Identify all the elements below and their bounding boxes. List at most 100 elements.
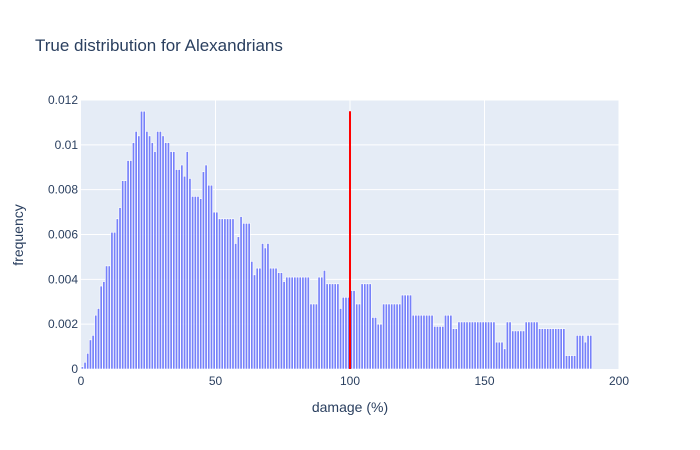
- histogram-bar: [285, 276, 289, 370]
- x-tick-label: 100: [340, 374, 360, 388]
- histogram-bar: [462, 321, 466, 370]
- histogram-bar: [573, 355, 577, 370]
- histogram-bar: [296, 276, 299, 370]
- y-axis-ticks: 0 0.002 0.004 0.006 0.008 0.01 0.012: [48, 93, 78, 376]
- histogram-bar: [390, 303, 394, 370]
- histogram-bar: [161, 135, 165, 370]
- histogram-bar: [489, 321, 493, 370]
- histogram-bar: [88, 339, 92, 370]
- x-tick-label: 50: [209, 374, 223, 388]
- histogram-bar: [575, 335, 579, 370]
- histogram-bar: [339, 308, 343, 370]
- histogram-bar: [535, 321, 539, 370]
- histogram-bar: [484, 321, 488, 370]
- histogram-bar: [105, 265, 109, 370]
- histogram-bar: [401, 294, 404, 370]
- histogram-bar: [441, 326, 445, 370]
- histogram-bar: [465, 321, 469, 370]
- histogram-bar: [199, 198, 203, 370]
- histogram-bar: [164, 142, 168, 370]
- histogram-bar: [113, 231, 117, 370]
- histogram-bar: [495, 341, 499, 370]
- histogram-bar: [371, 317, 375, 370]
- histogram-bar: [425, 314, 429, 370]
- histogram-bar: [132, 142, 135, 370]
- histogram-bar: [562, 328, 566, 370]
- y-tick-label: 0.012: [48, 93, 78, 107]
- histogram-bar: [261, 243, 265, 370]
- histogram-bar: [110, 231, 114, 370]
- histogram-bar: [293, 276, 297, 370]
- histogram-bar: [368, 283, 372, 370]
- histogram-bar: [80, 366, 84, 370]
- histogram-bar: [384, 303, 388, 370]
- histogram-bar: [414, 314, 418, 370]
- histogram-bar: [376, 323, 380, 370]
- histogram-bar: [409, 294, 412, 370]
- y-tick-label: 0: [71, 362, 78, 376]
- histogram-bar: [479, 321, 482, 370]
- histogram-bar: [422, 314, 426, 370]
- histogram-bar: [282, 281, 286, 370]
- histogram-bar: [255, 267, 259, 370]
- histogram-bar: [91, 335, 95, 370]
- histogram-bar: [427, 314, 431, 370]
- histogram-bar: [554, 328, 558, 370]
- histogram-bar: [468, 321, 472, 370]
- histogram-bar: [532, 321, 536, 370]
- histogram-bar: [357, 303, 361, 370]
- histogram-bar: [180, 164, 184, 370]
- histogram-bar: [452, 328, 456, 370]
- histogram-bar: [218, 218, 221, 370]
- histogram-bar: [341, 296, 345, 370]
- y-axis-label: frequency: [10, 204, 26, 265]
- histogram-bar: [263, 247, 267, 370]
- histogram-bar: [306, 276, 310, 370]
- histogram-bar: [392, 303, 396, 370]
- histogram-bar: [153, 151, 157, 370]
- histogram-bar: [274, 267, 278, 370]
- histogram-bar: [239, 216, 243, 370]
- histogram-bar: [220, 218, 224, 370]
- histogram-bar: [527, 321, 531, 370]
- histogram-bar: [140, 110, 143, 370]
- histogram-bar: [298, 276, 302, 370]
- histogram-bar: [201, 171, 205, 370]
- histogram-bar: [578, 335, 582, 370]
- histogram-bar: [290, 276, 294, 370]
- histogram-bar: [565, 355, 568, 370]
- histogram-bar: [231, 218, 235, 370]
- histogram-bar: [142, 110, 146, 370]
- histogram-bar: [540, 328, 544, 370]
- histogram-bar: [454, 328, 458, 370]
- histogram-bar: [403, 294, 407, 370]
- histogram-bar: [446, 314, 450, 370]
- histogram-bar: [546, 328, 550, 370]
- histogram-bar: [312, 303, 316, 370]
- bars: [80, 110, 593, 370]
- histogram-bar: [487, 321, 490, 370]
- histogram-bar: [379, 323, 383, 370]
- x-axis-ticks: 0 50 100 150 200: [78, 374, 630, 388]
- histogram-bar: [344, 296, 348, 370]
- histogram-bar: [314, 303, 318, 370]
- histogram-bar: [497, 341, 501, 370]
- histogram-bar: [320, 276, 324, 370]
- histogram-bar: [524, 321, 528, 370]
- histogram-bar: [86, 353, 90, 370]
- histogram-bar: [148, 135, 152, 370]
- histogram-bar: [317, 276, 321, 370]
- histogram-bar: [435, 326, 439, 370]
- x-tick-label: 0: [78, 374, 85, 388]
- histogram-bar: [336, 283, 340, 370]
- histogram-bar: [522, 330, 525, 370]
- histogram-bar: [398, 303, 402, 370]
- histogram-bar: [508, 321, 512, 370]
- histogram-bar: [134, 131, 138, 370]
- histogram-bar: [129, 160, 133, 370]
- histogram-bar: [193, 196, 197, 370]
- histogram-bar: [360, 283, 364, 370]
- histogram-bar: [244, 222, 248, 370]
- histogram-bar: [158, 131, 162, 370]
